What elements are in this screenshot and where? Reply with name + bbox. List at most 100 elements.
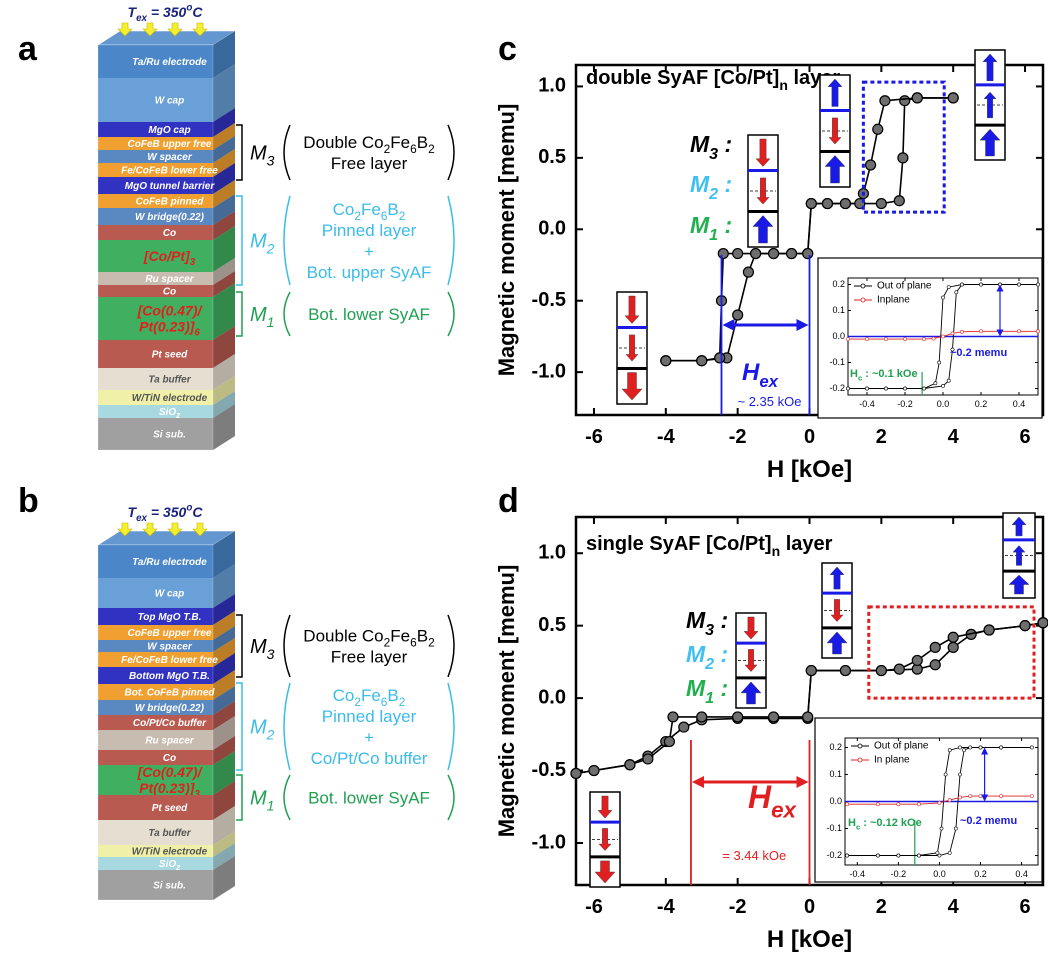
heat-arrow (167, 522, 183, 537)
layer-side-shade (213, 670, 235, 700)
layer-side-shade (213, 108, 235, 137)
data-point (979, 329, 983, 334)
layer-side-shade (213, 701, 235, 730)
data-point (946, 378, 951, 383)
x-tick-label: 0.0 (937, 399, 950, 409)
legend-marker (860, 297, 866, 303)
text-part: 2 (428, 142, 435, 156)
text-part: 1 (267, 798, 275, 814)
layer (98, 684, 213, 700)
data-point (588, 764, 600, 777)
layer-side (213, 831, 235, 857)
data-point (767, 711, 780, 723)
text-part: Co (333, 686, 355, 705)
data-point (917, 853, 921, 858)
layer-label: Co (163, 287, 176, 298)
data-point (931, 336, 936, 341)
text-part: c (856, 822, 861, 831)
data-point (929, 641, 941, 653)
data-point (742, 266, 755, 278)
hex-arrow-head (722, 319, 735, 331)
group-paren (283, 291, 291, 337)
layer-label: W/TiN electrode (132, 393, 208, 404)
layer-side (213, 626, 235, 652)
layer (98, 667, 213, 684)
text-part: 3 (267, 646, 275, 662)
moment-arrow (826, 631, 848, 655)
x-tick-label: 0.2 (975, 399, 988, 409)
layer (98, 640, 213, 652)
layer (98, 652, 213, 667)
moment-arrow (598, 828, 612, 851)
layer (98, 700, 213, 715)
span-arrow-head (996, 284, 1004, 292)
hex-label: Hex (748, 779, 798, 823)
data-point (660, 355, 672, 367)
layer (98, 297, 213, 340)
layer-side-shade (213, 64, 235, 122)
moment-label: M3 : (690, 131, 732, 163)
data-point (821, 197, 834, 210)
layer-side (213, 594, 235, 625)
text-part: M (690, 131, 710, 157)
legend-marker (857, 743, 863, 749)
layer-side (213, 716, 235, 750)
layer (98, 820, 213, 845)
group-paren (447, 291, 455, 337)
text-part: M (250, 304, 267, 326)
layer-side-shade (213, 843, 235, 870)
x-tick-label: 4 (948, 896, 960, 918)
moment-arrow (1008, 574, 1030, 595)
layer (98, 45, 213, 78)
text-part: n (779, 77, 788, 93)
x-tick-label: 0.4 (1015, 869, 1028, 879)
x-tick-label: 4 (948, 426, 960, 448)
hex-arrow-head (796, 776, 809, 788)
legend-marker (860, 283, 866, 289)
data-point (937, 360, 942, 365)
layer-side (213, 123, 235, 150)
layer (98, 225, 213, 240)
layer-label: Pt(0.23)]3 (139, 780, 200, 800)
panel-label: b (18, 482, 39, 520)
data-point (903, 386, 907, 391)
text-part: c (858, 373, 863, 382)
x-tick-label: 0 (804, 426, 815, 448)
layer-label: W/TiN electrode (132, 847, 208, 858)
layer-side (213, 531, 235, 578)
data-point (950, 331, 955, 336)
data-point (802, 711, 814, 723)
group-text: Double Co2Fe6B2 (303, 627, 435, 650)
text-part: 2 (428, 636, 435, 650)
data-point (875, 802, 880, 807)
layer-label: Ta buffer (148, 375, 191, 386)
chart-title: single SyAF [Co/Pt]n layer (586, 533, 833, 559)
group-symbol: M3 (250, 636, 275, 662)
layer-side-shade (213, 354, 235, 390)
data-point (802, 247, 814, 260)
layer-side-shade (213, 163, 235, 194)
data-point (767, 247, 780, 260)
data-point (805, 664, 817, 677)
span-arrow-head (981, 794, 989, 802)
text-part: 6 (381, 209, 388, 223)
text-part: : (718, 212, 732, 238)
group-text: Co2Fe6B2 (333, 200, 406, 223)
group-paren (447, 774, 455, 821)
y-tick-label: 0.0 (538, 218, 566, 240)
text-part: : (714, 675, 728, 701)
heat-arrow (167, 22, 183, 37)
data-point (879, 95, 891, 107)
data-point (785, 247, 798, 260)
layer-side-shade (213, 180, 235, 208)
data-point (1036, 282, 1040, 287)
group-symbol: M1 (250, 304, 274, 330)
group-bracket (236, 774, 243, 821)
y-tick-label: -0.1 (826, 823, 842, 833)
layer-label: Ta/Ru electrode (132, 557, 207, 568)
layer-side-shade (213, 211, 235, 240)
data-point (732, 711, 744, 723)
stack-outline (97, 544, 214, 901)
